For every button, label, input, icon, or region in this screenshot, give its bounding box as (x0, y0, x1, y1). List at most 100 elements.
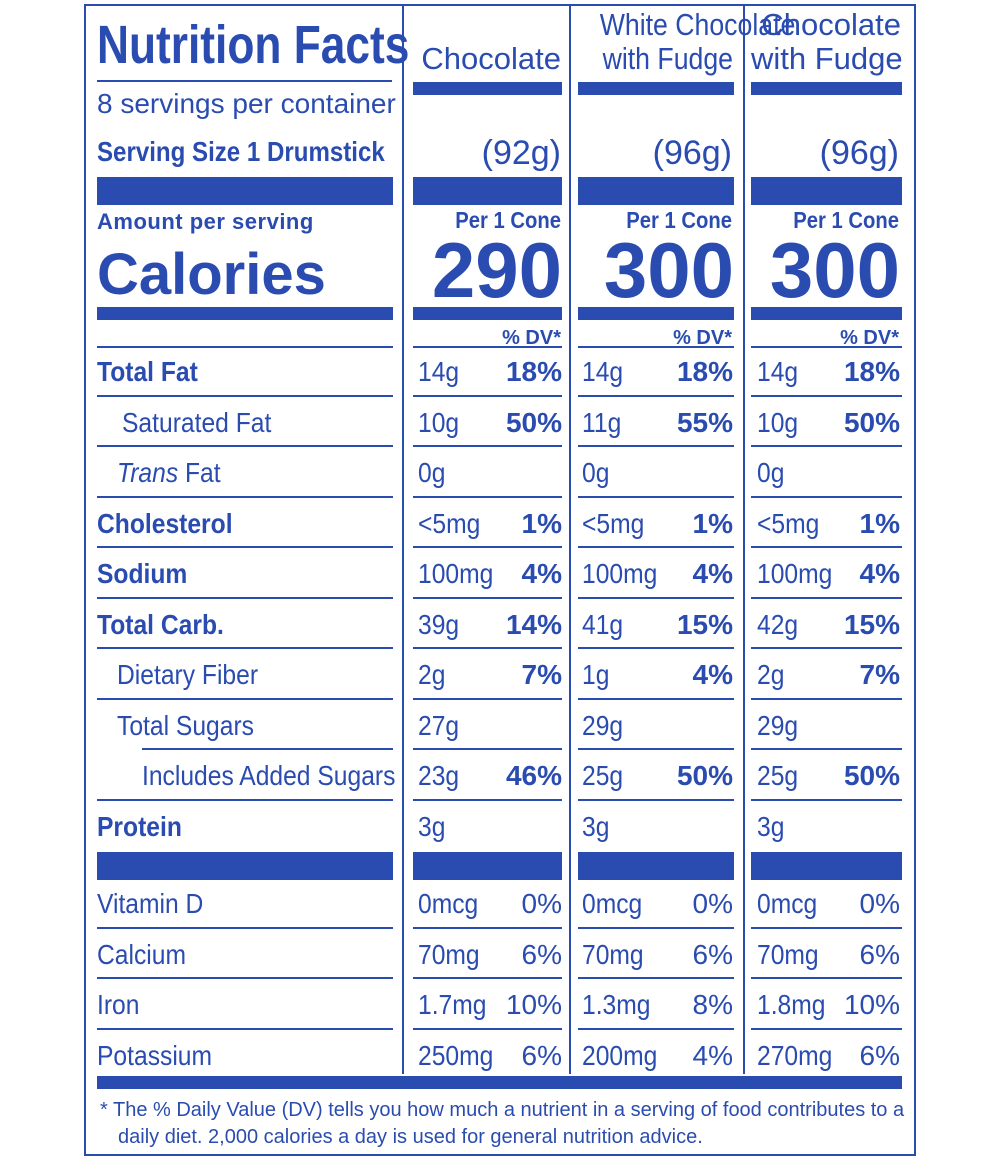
serving-grams: (92g) (481, 134, 561, 172)
nutrient-amount: 0g (418, 457, 446, 488)
nutrient-amount: 14g (418, 356, 460, 387)
divider (413, 596, 562, 599)
nutrient-amount: 0g (582, 457, 610, 488)
nutrient-label: Includes Added Sugars (142, 760, 396, 791)
nutrient-dv: 50% (676, 760, 733, 791)
vitamin-dv: 10% (505, 989, 562, 1020)
vitamin-amount: 70mg (582, 938, 644, 970)
vitamin-dv: 8% (692, 989, 733, 1020)
nutrient-label: Dietary Fiber (117, 659, 259, 690)
vitamin-amount: 1.8mg (757, 989, 826, 1020)
calories-bar (751, 307, 902, 320)
header-bar (578, 82, 734, 95)
nutrient-dv: 7% (859, 659, 900, 690)
thick-bar (578, 177, 734, 205)
thick-bar (751, 177, 902, 205)
divider (413, 495, 562, 498)
nutrient-dv: 18% (676, 356, 733, 387)
nutrient-dv: 1% (859, 507, 900, 539)
footnote-line1: * The % Daily Value (DV) tells you how m… (100, 1099, 905, 1121)
nutrient-amount: <5mg (757, 507, 820, 539)
nutrient-amount: 3g (757, 810, 785, 842)
nutrient-dv: 15% (676, 608, 733, 640)
serving-size: Serving Size 1 Drumstick (97, 136, 385, 167)
divider (413, 977, 562, 979)
divider (751, 445, 902, 447)
nutrient-amount: <5mg (582, 507, 645, 539)
vitamin-amount: 70mg (757, 938, 819, 970)
thick-bar (413, 852, 562, 880)
divider (751, 748, 902, 750)
column-divider (569, 4, 571, 1074)
divider (97, 647, 393, 649)
divider (578, 748, 734, 750)
nutrient-dv: 15% (843, 608, 900, 640)
product-name-line1: White Chocolate (599, 7, 796, 42)
nutrient-amount: 10g (757, 406, 799, 438)
per-cone: Per 1 Cone (626, 207, 732, 233)
vitamin-amount: 1.7mg (418, 989, 487, 1020)
divider (413, 798, 562, 801)
amount-per-serving: Amount per serving (97, 209, 314, 234)
product-name-line1: Chocolate (761, 7, 901, 42)
thick-bar (97, 852, 393, 880)
divider (97, 495, 393, 498)
calories-value: 300 (769, 226, 900, 314)
nutrient-label: Total Carb. (97, 608, 224, 640)
product-name-line2: Chocolate (421, 41, 561, 76)
nutrient-dv: 18% (505, 356, 562, 387)
vitamin-amount: 70mg (418, 938, 480, 970)
divider (751, 647, 902, 649)
serving-grams: (96g) (652, 134, 732, 172)
vitamin-label: Potassium (97, 1039, 213, 1071)
divider (97, 798, 393, 801)
divider (413, 1027, 562, 1030)
nutrient-amount: 39g (418, 608, 460, 640)
nutrient-label: Sodium (97, 558, 188, 589)
divider (97, 697, 393, 700)
divider (751, 697, 902, 700)
divider (97, 1027, 393, 1030)
calories-label: Calories (97, 242, 326, 307)
nutrient-label: Total Sugars (117, 709, 254, 741)
nutrient-dv: 4% (521, 558, 562, 589)
nutrient-label: Saturated Fat (122, 406, 272, 438)
divider (751, 394, 902, 397)
divider (751, 798, 902, 801)
divider (97, 596, 393, 599)
divider (751, 346, 902, 348)
nutrient-label: Protein (97, 810, 182, 842)
nutrient-label: Total Fat (97, 356, 198, 387)
nutrient-amount: 100mg (582, 558, 658, 589)
nutrient-label: Trans Fat (117, 457, 221, 489)
nutrient-amount: 25g (757, 760, 799, 791)
vitamin-dv: 0% (859, 888, 900, 919)
divider (97, 346, 393, 348)
nutrient-amount: 3g (418, 810, 446, 842)
thick-bar (413, 177, 562, 205)
nutrient-dv: 18% (843, 356, 900, 387)
divider (751, 1027, 902, 1030)
nutrient-label-italic: Trans (117, 457, 179, 488)
divider (751, 495, 902, 498)
vitamin-dv: 4% (692, 1039, 733, 1071)
nutrient-dv: 1% (692, 507, 733, 539)
vitamin-dv: 6% (521, 938, 562, 970)
nutrient-amount: 14g (757, 356, 799, 387)
nutrient-amount: 29g (757, 709, 799, 741)
nutrient-amount: 1g (582, 659, 610, 690)
divider (97, 80, 392, 82)
vitamin-dv: 0% (692, 888, 733, 919)
divider (578, 346, 734, 348)
nutrient-amount: 29g (582, 709, 624, 741)
divider (413, 926, 562, 929)
nutrient-label: Cholesterol (97, 507, 233, 539)
divider (142, 748, 393, 750)
nutrient-amount: <5mg (418, 507, 481, 539)
servings-per-container: 8 servings per container (97, 88, 396, 119)
nutrient-dv: 50% (843, 406, 900, 438)
nutrient-dv: 50% (505, 406, 562, 438)
product-name-line2: with Fudge (751, 41, 903, 76)
divider (751, 546, 902, 548)
nutrient-dv: 46% (505, 760, 562, 791)
